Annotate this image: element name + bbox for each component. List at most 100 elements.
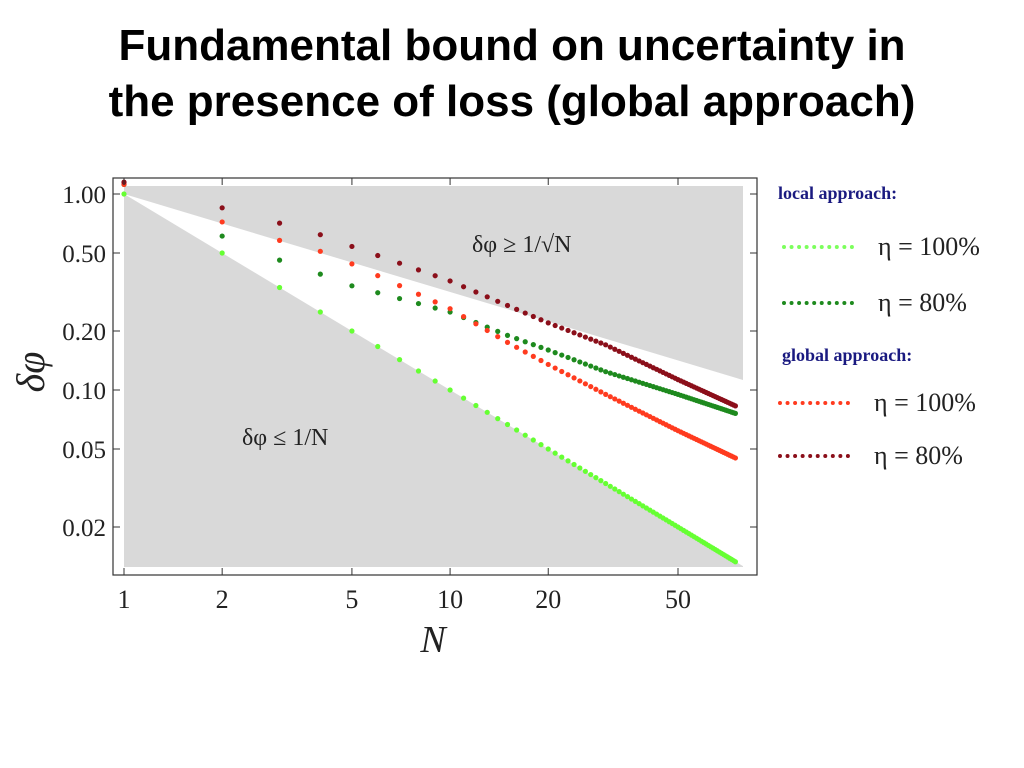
data-point <box>624 352 631 358</box>
legend-label: η = 80% <box>874 441 963 470</box>
data-point <box>607 394 613 400</box>
data-point <box>565 327 571 334</box>
data-point <box>559 352 565 358</box>
data-point <box>552 350 558 356</box>
data-point <box>538 357 544 364</box>
x-tick-label: 50 <box>665 585 691 614</box>
title-line-1: Fundamental bound on uncertainty in <box>118 21 906 70</box>
data-point <box>588 471 594 478</box>
data-point <box>219 219 225 225</box>
legend-local-heading: local approach: <box>778 183 898 203</box>
data-point <box>514 427 520 433</box>
data-point <box>495 328 501 334</box>
data-point <box>530 313 536 320</box>
data-point <box>598 340 604 346</box>
upper-bound-annotation: δφ ≥ 1/√N <box>472 232 572 258</box>
data-point <box>732 410 739 416</box>
data-point <box>620 491 626 497</box>
data-point <box>495 298 501 304</box>
data-point <box>447 278 453 284</box>
data-point <box>582 361 588 367</box>
data-point <box>396 357 403 363</box>
data-point <box>522 310 528 316</box>
legend-label: η = 80% <box>878 288 967 317</box>
legend-item-global-100: η = 100% <box>778 388 1008 418</box>
data-point <box>415 267 422 273</box>
x-tick-label: 10 <box>437 585 463 614</box>
data-point <box>571 461 577 468</box>
x-tick-label: 2 <box>216 585 229 614</box>
data-point <box>447 306 453 312</box>
legend-label: η = 100% <box>878 232 980 261</box>
legend-global-heading: global approach: <box>782 345 913 365</box>
data-point <box>632 498 638 504</box>
data-point <box>484 294 490 300</box>
data-point <box>219 250 225 256</box>
data-point <box>565 354 571 361</box>
x-tick-label: 1 <box>118 585 131 614</box>
x-axis-label: N <box>419 619 448 661</box>
data-point <box>582 468 588 474</box>
data-point <box>616 348 622 354</box>
legend-swatch <box>782 245 854 249</box>
data-point <box>603 342 609 348</box>
data-point <box>522 339 528 345</box>
data-point <box>276 284 283 291</box>
data-points <box>121 179 739 565</box>
data-point <box>375 290 381 296</box>
data-point <box>538 317 544 323</box>
data-point <box>616 489 622 495</box>
plot-frame <box>112 177 758 576</box>
y-tick-label: 0.10 <box>62 378 106 405</box>
data-point <box>565 458 571 464</box>
data-point <box>504 339 511 345</box>
data-point <box>732 403 739 409</box>
data-point <box>628 496 635 502</box>
data-point <box>349 283 355 289</box>
bound-shade <box>124 186 743 567</box>
data-point <box>732 559 739 565</box>
data-point <box>612 346 618 352</box>
data-point <box>612 371 618 378</box>
data-point <box>620 374 626 380</box>
data-point <box>432 299 438 305</box>
data-point <box>616 398 622 404</box>
series-2 <box>121 181 739 461</box>
data-point <box>571 375 577 381</box>
legend-swatch <box>778 401 850 405</box>
data-point <box>219 233 225 239</box>
data-point <box>593 338 599 344</box>
data-point <box>375 273 381 279</box>
legend-item-local-80: η = 80% <box>782 288 1012 318</box>
data-point <box>460 313 467 320</box>
data-point <box>588 336 594 342</box>
data-point <box>593 475 599 481</box>
data-point <box>415 291 422 297</box>
data-point <box>620 350 626 356</box>
data-point <box>484 409 490 415</box>
data-point <box>375 343 381 350</box>
data-point <box>598 478 604 484</box>
data-point <box>530 437 536 443</box>
data-point <box>504 332 511 338</box>
data-point <box>484 327 490 334</box>
shaded-bound-region <box>124 186 743 567</box>
y-axis-label: δφ <box>8 352 53 393</box>
data-point <box>588 383 594 390</box>
data-point <box>495 334 501 340</box>
data-point <box>588 363 594 369</box>
data-point <box>732 455 739 461</box>
data-point <box>624 402 631 408</box>
legend-item-local-100: η = 100% <box>782 232 1012 262</box>
data-point <box>598 367 604 373</box>
data-point <box>121 191 127 197</box>
data-point <box>603 369 609 375</box>
legend-swatch <box>782 301 854 305</box>
data-point <box>545 361 551 368</box>
data-point <box>603 391 609 397</box>
data-point <box>538 344 544 350</box>
data-point <box>545 446 551 452</box>
data-point <box>582 334 588 340</box>
data-point <box>473 402 479 409</box>
data-point <box>612 486 618 492</box>
